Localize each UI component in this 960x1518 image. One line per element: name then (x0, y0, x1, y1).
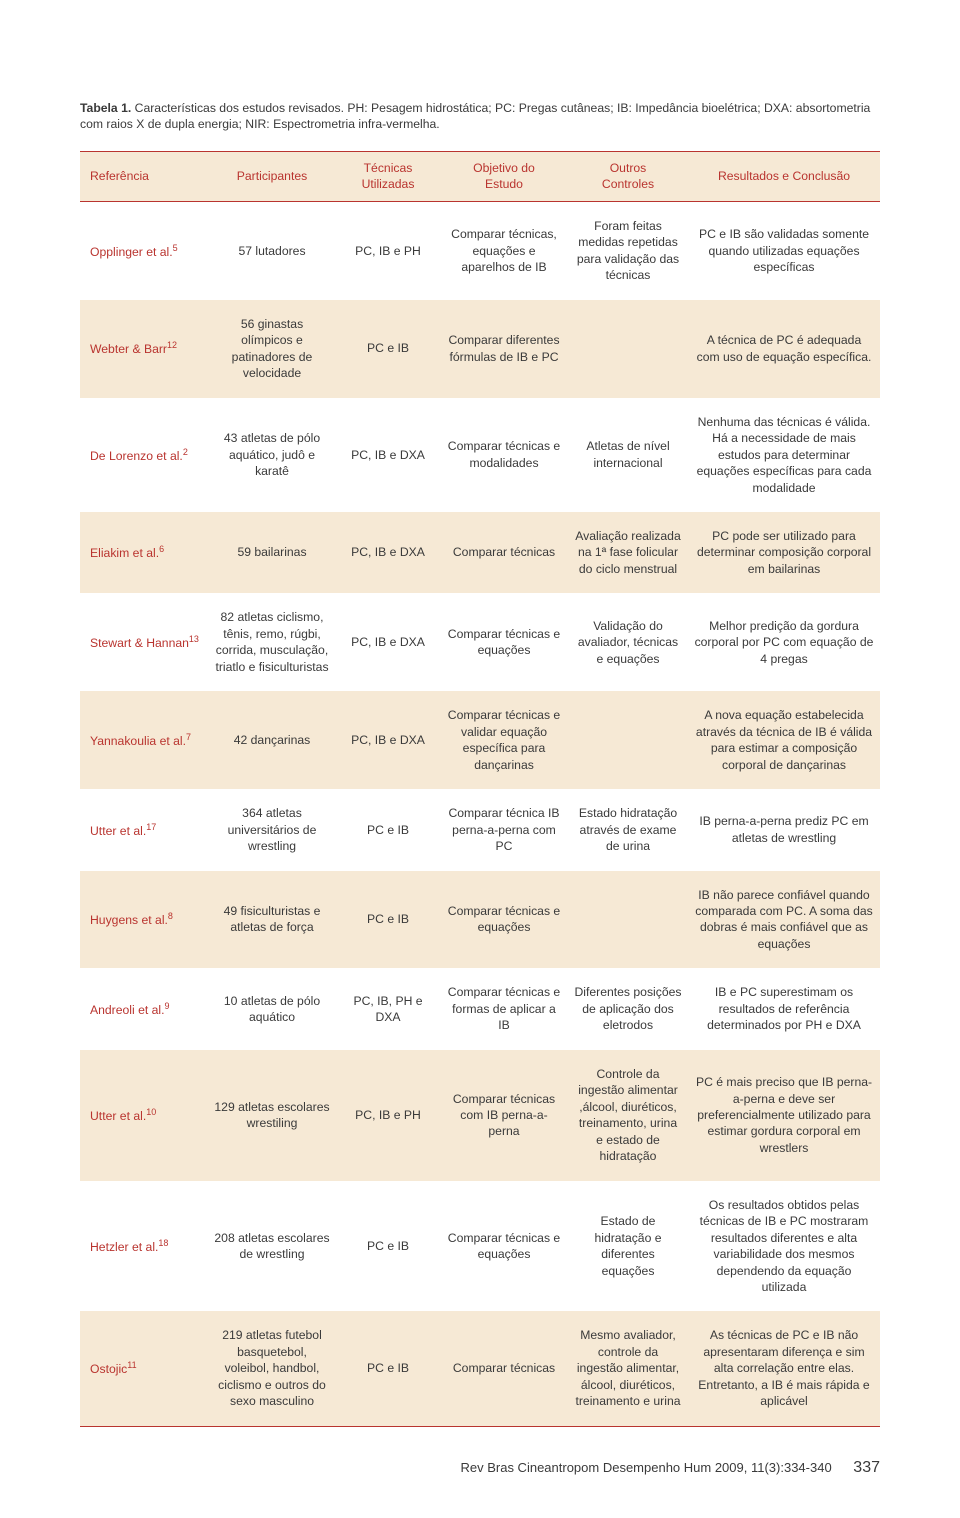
cell-controls: Atletas de nível internacional (568, 398, 688, 512)
col-referencia: Referência (80, 151, 208, 201)
cell-objective: Comparar técnicas e validar equação espe… (440, 691, 568, 789)
cell-reference: Huygens et al.8 (80, 871, 208, 969)
cell-results: As técnicas de PC e IB não apresentaram … (688, 1311, 880, 1426)
cell-objective: Comparar técnicas e equações (440, 871, 568, 969)
page-number: 337 (853, 1459, 880, 1476)
cell-techniques: PC, IB e PH (336, 1050, 440, 1181)
cell-controls (568, 871, 688, 969)
cell-reference: Stewart & Hannan13 (80, 593, 208, 691)
cell-participants: 129 atletas escolares wrestiling (208, 1050, 336, 1181)
page-footer: Rev Bras Cineantropom Desempenho Hum 200… (80, 1457, 880, 1479)
table-body: Opplinger et al.557 lutadoresPC, IB e PH… (80, 201, 880, 1426)
cell-objective: Comparar técnicas e equações (440, 593, 568, 691)
cell-objective: Comparar técnicas e modalidades (440, 398, 568, 512)
cell-controls (568, 300, 688, 398)
cell-participants: 219 atletas futebol basquetebol, voleibo… (208, 1311, 336, 1426)
cell-objective: Comparar técnicas (440, 512, 568, 593)
table-row: Utter et al.17364 atletas universitários… (80, 789, 880, 870)
cell-controls: Diferentes posições de aplicação dos ele… (568, 968, 688, 1049)
cell-techniques: PC e IB (336, 789, 440, 870)
caption-text: Características dos estudos revisados. P… (80, 101, 870, 131)
cell-controls: Foram feitas medidas repetidas para vali… (568, 201, 688, 299)
cell-controls (568, 691, 688, 789)
table-row: Hetzler et al.18208 atletas escolares de… (80, 1181, 880, 1312)
cell-results: IB perna-a-perna prediz PC em atletas de… (688, 789, 880, 870)
cell-participants: 43 atletas de pólo aquático, judô e kara… (208, 398, 336, 512)
cell-controls: Controle da ingestão alimentar ,álcool, … (568, 1050, 688, 1181)
cell-objective: Comparar diferentes fórmulas de IB e PC (440, 300, 568, 398)
cell-results: PC pode ser utilizado para determinar co… (688, 512, 880, 593)
cell-controls: Avaliação realizada na 1ª fase folicular… (568, 512, 688, 593)
cell-controls: Estado hidratação através de exame de ur… (568, 789, 688, 870)
cell-objective: Comparar técnicas e equações (440, 1181, 568, 1312)
cell-techniques: PC e IB (336, 1311, 440, 1426)
cell-reference: Ostojic11 (80, 1311, 208, 1426)
cell-results: PC é mais preciso que IB perna-a-perna e… (688, 1050, 880, 1181)
cell-techniques: PC, IB e DXA (336, 512, 440, 593)
cell-participants: 57 lutadores (208, 201, 336, 299)
studies-table: Referência Participantes TécnicasUtiliza… (80, 151, 880, 1427)
cell-results: Nenhuma das técnicas é válida. Há a nece… (688, 398, 880, 512)
col-participantes: Participantes (208, 151, 336, 201)
journal-citation: Rev Bras Cineantropom Desempenho Hum 200… (460, 1460, 831, 1475)
cell-controls: Estado de hidratação e diferentes equaçõ… (568, 1181, 688, 1312)
cell-techniques: PC, IB e DXA (336, 691, 440, 789)
cell-results: A nova equação estabelecida através da t… (688, 691, 880, 789)
cell-reference: De Lorenzo et al.2 (80, 398, 208, 512)
cell-techniques: PC, IB e PH (336, 201, 440, 299)
table-row: Utter et al.10129 atletas escolares wres… (80, 1050, 880, 1181)
cell-results: A técnica de PC é adequada com uso de eq… (688, 300, 880, 398)
table-row: Andreoli et al.910 atletas de pólo aquát… (80, 968, 880, 1049)
cell-techniques: PC, IB e DXA (336, 593, 440, 691)
cell-controls: Mesmo avaliador, controle da ingestão al… (568, 1311, 688, 1426)
cell-techniques: PC, IB, PH e DXA (336, 968, 440, 1049)
cell-participants: 56 ginastas olímpicos e patinadores de v… (208, 300, 336, 398)
cell-objective: Comparar técnicas, equações e aparelhos … (440, 201, 568, 299)
table-row: Ostojic11219 atletas futebol basquetebol… (80, 1311, 880, 1426)
cell-results: IB e PC superestimam os resultados de re… (688, 968, 880, 1049)
cell-techniques: PC e IB (336, 871, 440, 969)
table-row: Opplinger et al.557 lutadoresPC, IB e PH… (80, 201, 880, 299)
cell-results: IB não parece confiável quando comparada… (688, 871, 880, 969)
cell-techniques: PC e IB (336, 300, 440, 398)
cell-techniques: PC, IB e DXA (336, 398, 440, 512)
cell-objective: Comparar técnica IB perna-a-perna com PC (440, 789, 568, 870)
table-header-row: Referência Participantes TécnicasUtiliza… (80, 151, 880, 201)
table-row: De Lorenzo et al.243 atletas de pólo aqu… (80, 398, 880, 512)
cell-reference: Andreoli et al.9 (80, 968, 208, 1049)
cell-results: Melhor predição da gordura corporal por … (688, 593, 880, 691)
cell-objective: Comparar técnicas e formas de aplicar a … (440, 968, 568, 1049)
cell-participants: 49 fisiculturistas e atletas de força (208, 871, 336, 969)
table-row: Huygens et al.849 fisiculturistas e atle… (80, 871, 880, 969)
table-row: Yannakoulia et al.742 dançarinasPC, IB e… (80, 691, 880, 789)
cell-participants: 10 atletas de pólo aquático (208, 968, 336, 1049)
cell-controls: Validação do avaliador, técnicas e equaç… (568, 593, 688, 691)
cell-reference: Hetzler et al.18 (80, 1181, 208, 1312)
cell-reference: Opplinger et al.5 (80, 201, 208, 299)
col-objetivo: Objetivo doEstudo (440, 151, 568, 201)
cell-participants: 42 dançarinas (208, 691, 336, 789)
cell-reference: Utter et al.10 (80, 1050, 208, 1181)
cell-objective: Comparar técnicas com IB perna-a-perna (440, 1050, 568, 1181)
cell-techniques: PC e IB (336, 1181, 440, 1312)
cell-participants: 208 atletas escolares de wrestling (208, 1181, 336, 1312)
table-row: Webter & Barr1256 ginastas olímpicos e p… (80, 300, 880, 398)
caption-label: Tabela 1. (80, 101, 131, 115)
cell-results: PC e IB são validadas somente quando uti… (688, 201, 880, 299)
cell-reference: Webter & Barr12 (80, 300, 208, 398)
cell-participants: 59 bailarinas (208, 512, 336, 593)
cell-reference: Utter et al.17 (80, 789, 208, 870)
col-tecnicas: TécnicasUtilizadas (336, 151, 440, 201)
col-resultados: Resultados e Conclusão (688, 151, 880, 201)
cell-reference: Eliakim et al.6 (80, 512, 208, 593)
cell-participants: 364 atletas universitários de wrestling (208, 789, 336, 870)
col-controles: OutrosControles (568, 151, 688, 201)
table-row: Stewart & Hannan1382 atletas ciclismo, t… (80, 593, 880, 691)
cell-results: Os resultados obtidos pelas técnicas de … (688, 1181, 880, 1312)
cell-participants: 82 atletas ciclismo, tênis, remo, rúgbi,… (208, 593, 336, 691)
cell-objective: Comparar técnicas (440, 1311, 568, 1426)
table-row: Eliakim et al.659 bailarinasPC, IB e DXA… (80, 512, 880, 593)
table-caption: Tabela 1. Características dos estudos re… (80, 100, 880, 133)
cell-reference: Yannakoulia et al.7 (80, 691, 208, 789)
